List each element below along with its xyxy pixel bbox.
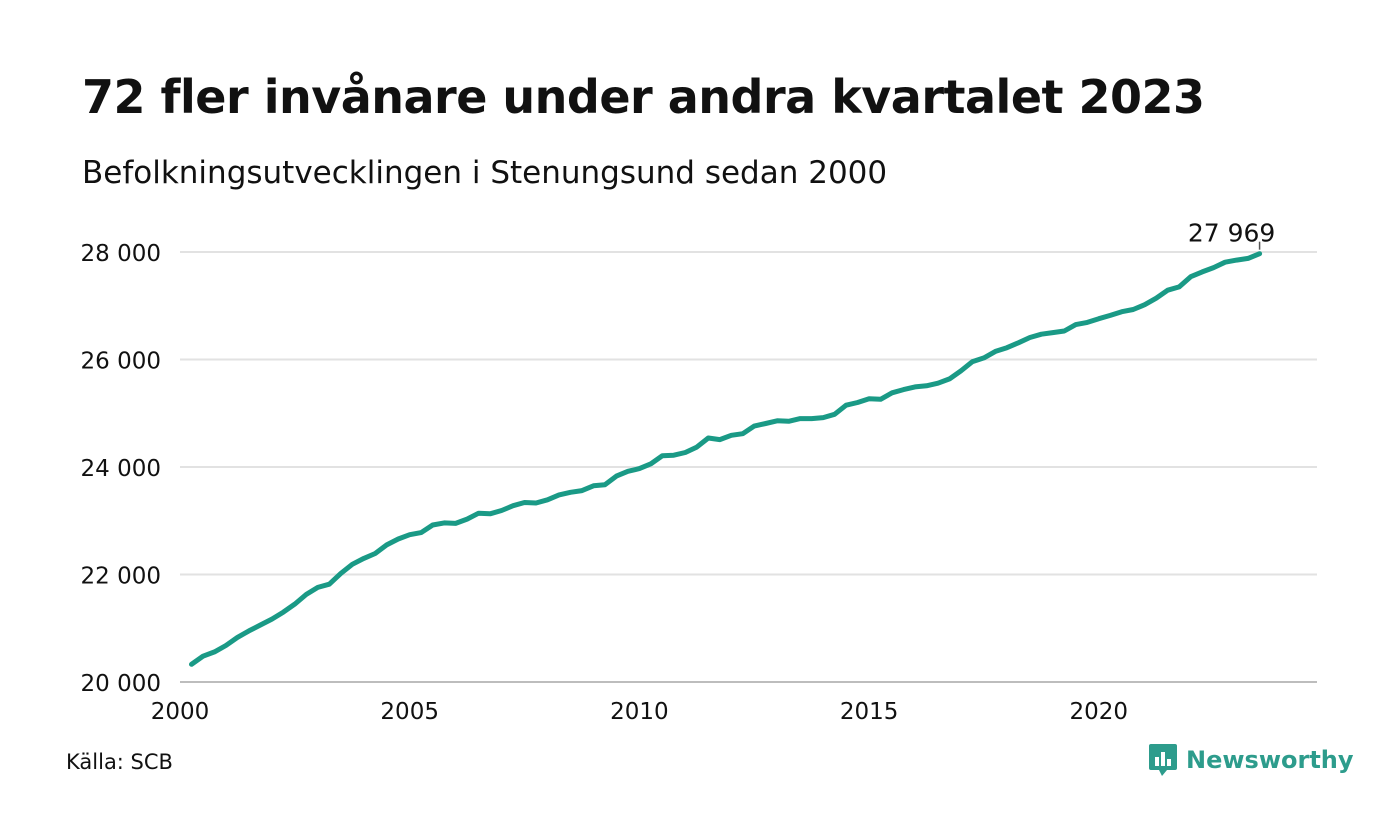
x-tick-label: 2005 (380, 699, 439, 725)
series-line (189, 251, 1263, 667)
x-tick-label: 2020 (1070, 699, 1129, 725)
y-tick-label: 22 000 (81, 564, 161, 590)
x-tick-label: 2015 (840, 699, 899, 725)
chart-title: 72 fler invånare under andra kvartalet 2… (82, 70, 1205, 124)
brand-name: Newsworthy (1186, 746, 1354, 774)
source-note: Källa: SCB (66, 750, 173, 774)
y-tick-label: 24 000 (81, 456, 161, 482)
y-axis-tick-labels: 20 000 22 000 24 000 26 000 28 000 (81, 241, 161, 697)
brand: Newsworthy (1148, 742, 1354, 778)
x-tick-label: 2000 (151, 699, 210, 725)
y-tick-label: 26 000 (81, 349, 161, 375)
x-tick-label: 2010 (610, 699, 669, 725)
gridlines (180, 251, 1317, 576)
newsworthy-logo-icon (1149, 744, 1177, 776)
x-axis-tick-labels: 2000 2005 2010 2015 2020 (151, 699, 1128, 725)
chart-subtitle: Befolkningsutvecklingen i Stenungsund se… (82, 155, 888, 191)
end-value-label: 27 969 (1188, 219, 1275, 248)
y-tick-label: 20 000 (81, 671, 161, 697)
y-tick-label: 28 000 (81, 241, 161, 267)
